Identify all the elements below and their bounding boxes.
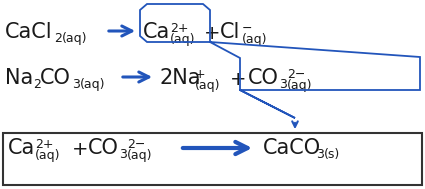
Bar <box>3 133 422 185</box>
Text: (aq): (aq) <box>62 32 88 45</box>
Text: +: + <box>195 68 206 81</box>
Text: 3: 3 <box>316 148 324 161</box>
Text: (aq): (aq) <box>242 33 267 46</box>
Text: 3: 3 <box>119 148 127 161</box>
Text: CO: CO <box>88 138 119 158</box>
Text: (s): (s) <box>324 148 340 161</box>
Text: (aq): (aq) <box>80 78 105 91</box>
Text: (aq): (aq) <box>195 79 221 92</box>
Text: −: − <box>242 22 252 35</box>
Text: (aq): (aq) <box>35 149 60 162</box>
Text: +: + <box>230 70 246 89</box>
Text: CO: CO <box>248 68 279 88</box>
Text: Ca: Ca <box>8 138 35 158</box>
Text: CaCl: CaCl <box>5 22 53 42</box>
Text: Na: Na <box>5 68 33 88</box>
Text: 2+: 2+ <box>35 138 54 151</box>
Text: 2−: 2− <box>287 68 306 81</box>
Text: (aq): (aq) <box>127 149 153 162</box>
Text: 2Na: 2Na <box>160 68 201 88</box>
Text: +: + <box>72 140 88 159</box>
Text: 2: 2 <box>54 32 62 45</box>
Text: 2: 2 <box>33 78 41 91</box>
Text: +: + <box>204 24 221 43</box>
Text: 3: 3 <box>279 78 287 91</box>
Text: (aq): (aq) <box>287 79 312 92</box>
Text: 2−: 2− <box>127 138 145 151</box>
Text: CO: CO <box>40 68 71 88</box>
Text: (aq): (aq) <box>170 33 196 46</box>
Text: 2+: 2+ <box>170 22 189 35</box>
Text: CaCO: CaCO <box>263 138 321 158</box>
Text: Ca: Ca <box>143 22 170 42</box>
Text: 3: 3 <box>72 78 80 91</box>
Text: Cl: Cl <box>220 22 241 42</box>
